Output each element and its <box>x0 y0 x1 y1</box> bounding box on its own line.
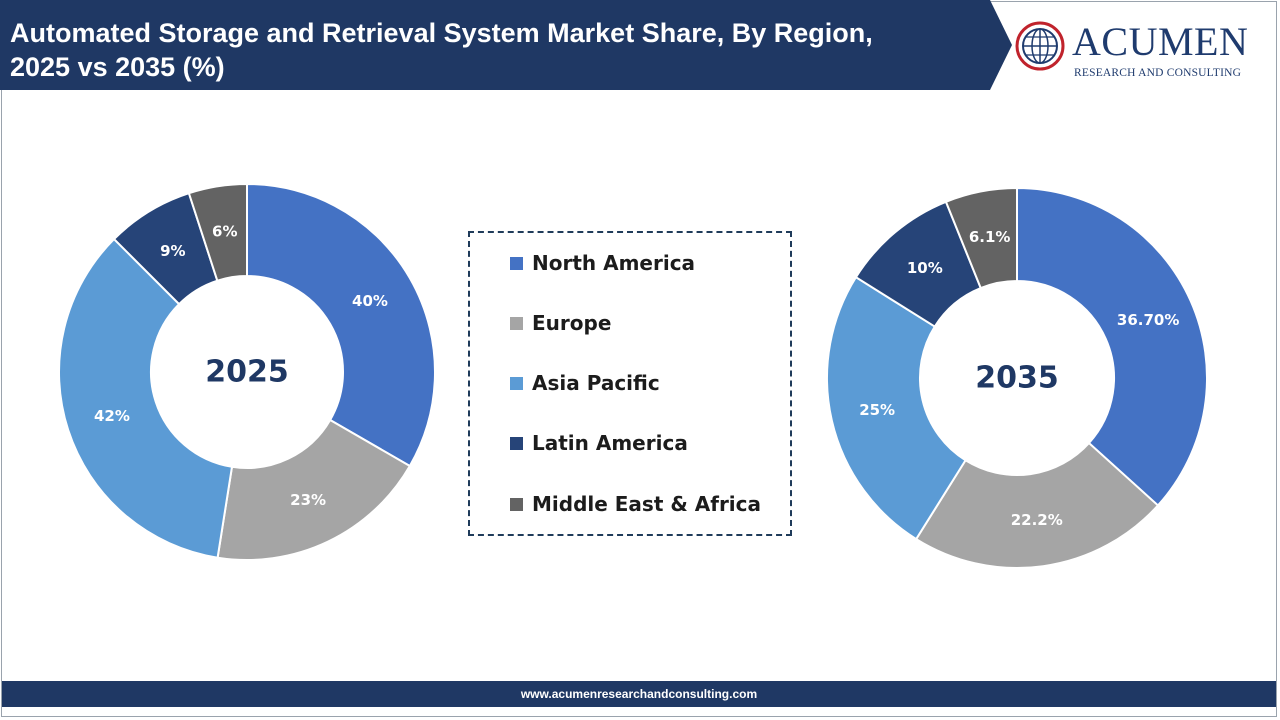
legend-label: Latin America <box>532 431 688 455</box>
legend-swatch <box>510 256 523 270</box>
data-label-middle-east-and-africa: 6% <box>212 223 237 241</box>
legend-label: Middle East & Africa <box>532 492 762 516</box>
center-label: 2035 <box>975 361 1059 396</box>
data-label-asia-pacific: 42% <box>94 407 130 425</box>
slice-europe <box>216 418 412 561</box>
slice-europe <box>914 441 1160 569</box>
slice-north-america <box>1016 186 1208 507</box>
data-label-middle-east-and-africa: 6.1% <box>969 228 1011 246</box>
logo-tagline: RESEARCH AND CONSULTING <box>1074 67 1242 79</box>
legend-swatch <box>510 316 523 330</box>
slice-asia-pacific <box>826 275 967 541</box>
legend-swatch <box>510 436 523 450</box>
data-label-latin-america: 10% <box>907 259 943 277</box>
chart-title: Automated Storage and Retrieval System M… <box>10 16 1000 84</box>
legend: North America Europe Asia Pacific Latin … <box>468 231 792 536</box>
center-label: 2025 <box>205 355 289 390</box>
slice-middle-east-and-africa <box>187 182 248 282</box>
logo-name: ACUMEN <box>1072 19 1249 64</box>
logo: ACUMEN RESEARCH AND CONSULTING <box>1014 14 1264 84</box>
chart-title-line1: Automated Storage and Retrieval System M… <box>10 18 873 48</box>
legend-label: North America <box>532 251 696 275</box>
donut-chart-2025: 40% 23% 42% 9% 6% 2025 <box>58 182 436 561</box>
legend-swatch <box>510 497 523 511</box>
data-label-europe: 23% <box>290 491 326 509</box>
slice-asia-pacific <box>58 237 234 559</box>
data-label-north-america: 36.70% <box>1117 311 1179 329</box>
data-label-latin-america: 9% <box>160 242 185 260</box>
donut-chart-2035: 36.70% 22.2% 25% 10% 6.1% 2035 <box>826 186 1208 569</box>
legend-item-north-america: North America <box>510 248 695 278</box>
legend-label: Europe <box>532 311 612 335</box>
legend-label: Asia Pacific <box>532 371 660 395</box>
slice-middle-east-and-africa <box>944 186 1018 290</box>
footer-url[interactable]: www.acumenresearchandconsulting.com <box>2 681 1276 707</box>
data-label-europe: 22.2% <box>1011 511 1063 529</box>
globe-icon <box>1015 21 1065 71</box>
data-label-north-america: 40% <box>352 292 388 310</box>
slice-north-america <box>246 182 436 468</box>
legend-item-europe: Europe <box>510 308 611 338</box>
title-banner: Automated Storage and Retrieval System M… <box>0 0 1012 90</box>
legend-item-middle-east-africa: Middle East & Africa <box>510 489 761 519</box>
title-banner-shape <box>0 0 1012 90</box>
legend-swatch <box>510 376 523 390</box>
legend-item-asia-pacific: Asia Pacific <box>510 368 660 398</box>
legend-item-latin-america: Latin America <box>510 428 688 458</box>
chart-title-line2: 2025 vs 2035 (%) <box>10 52 225 82</box>
data-label-asia-pacific: 25% <box>859 401 895 419</box>
